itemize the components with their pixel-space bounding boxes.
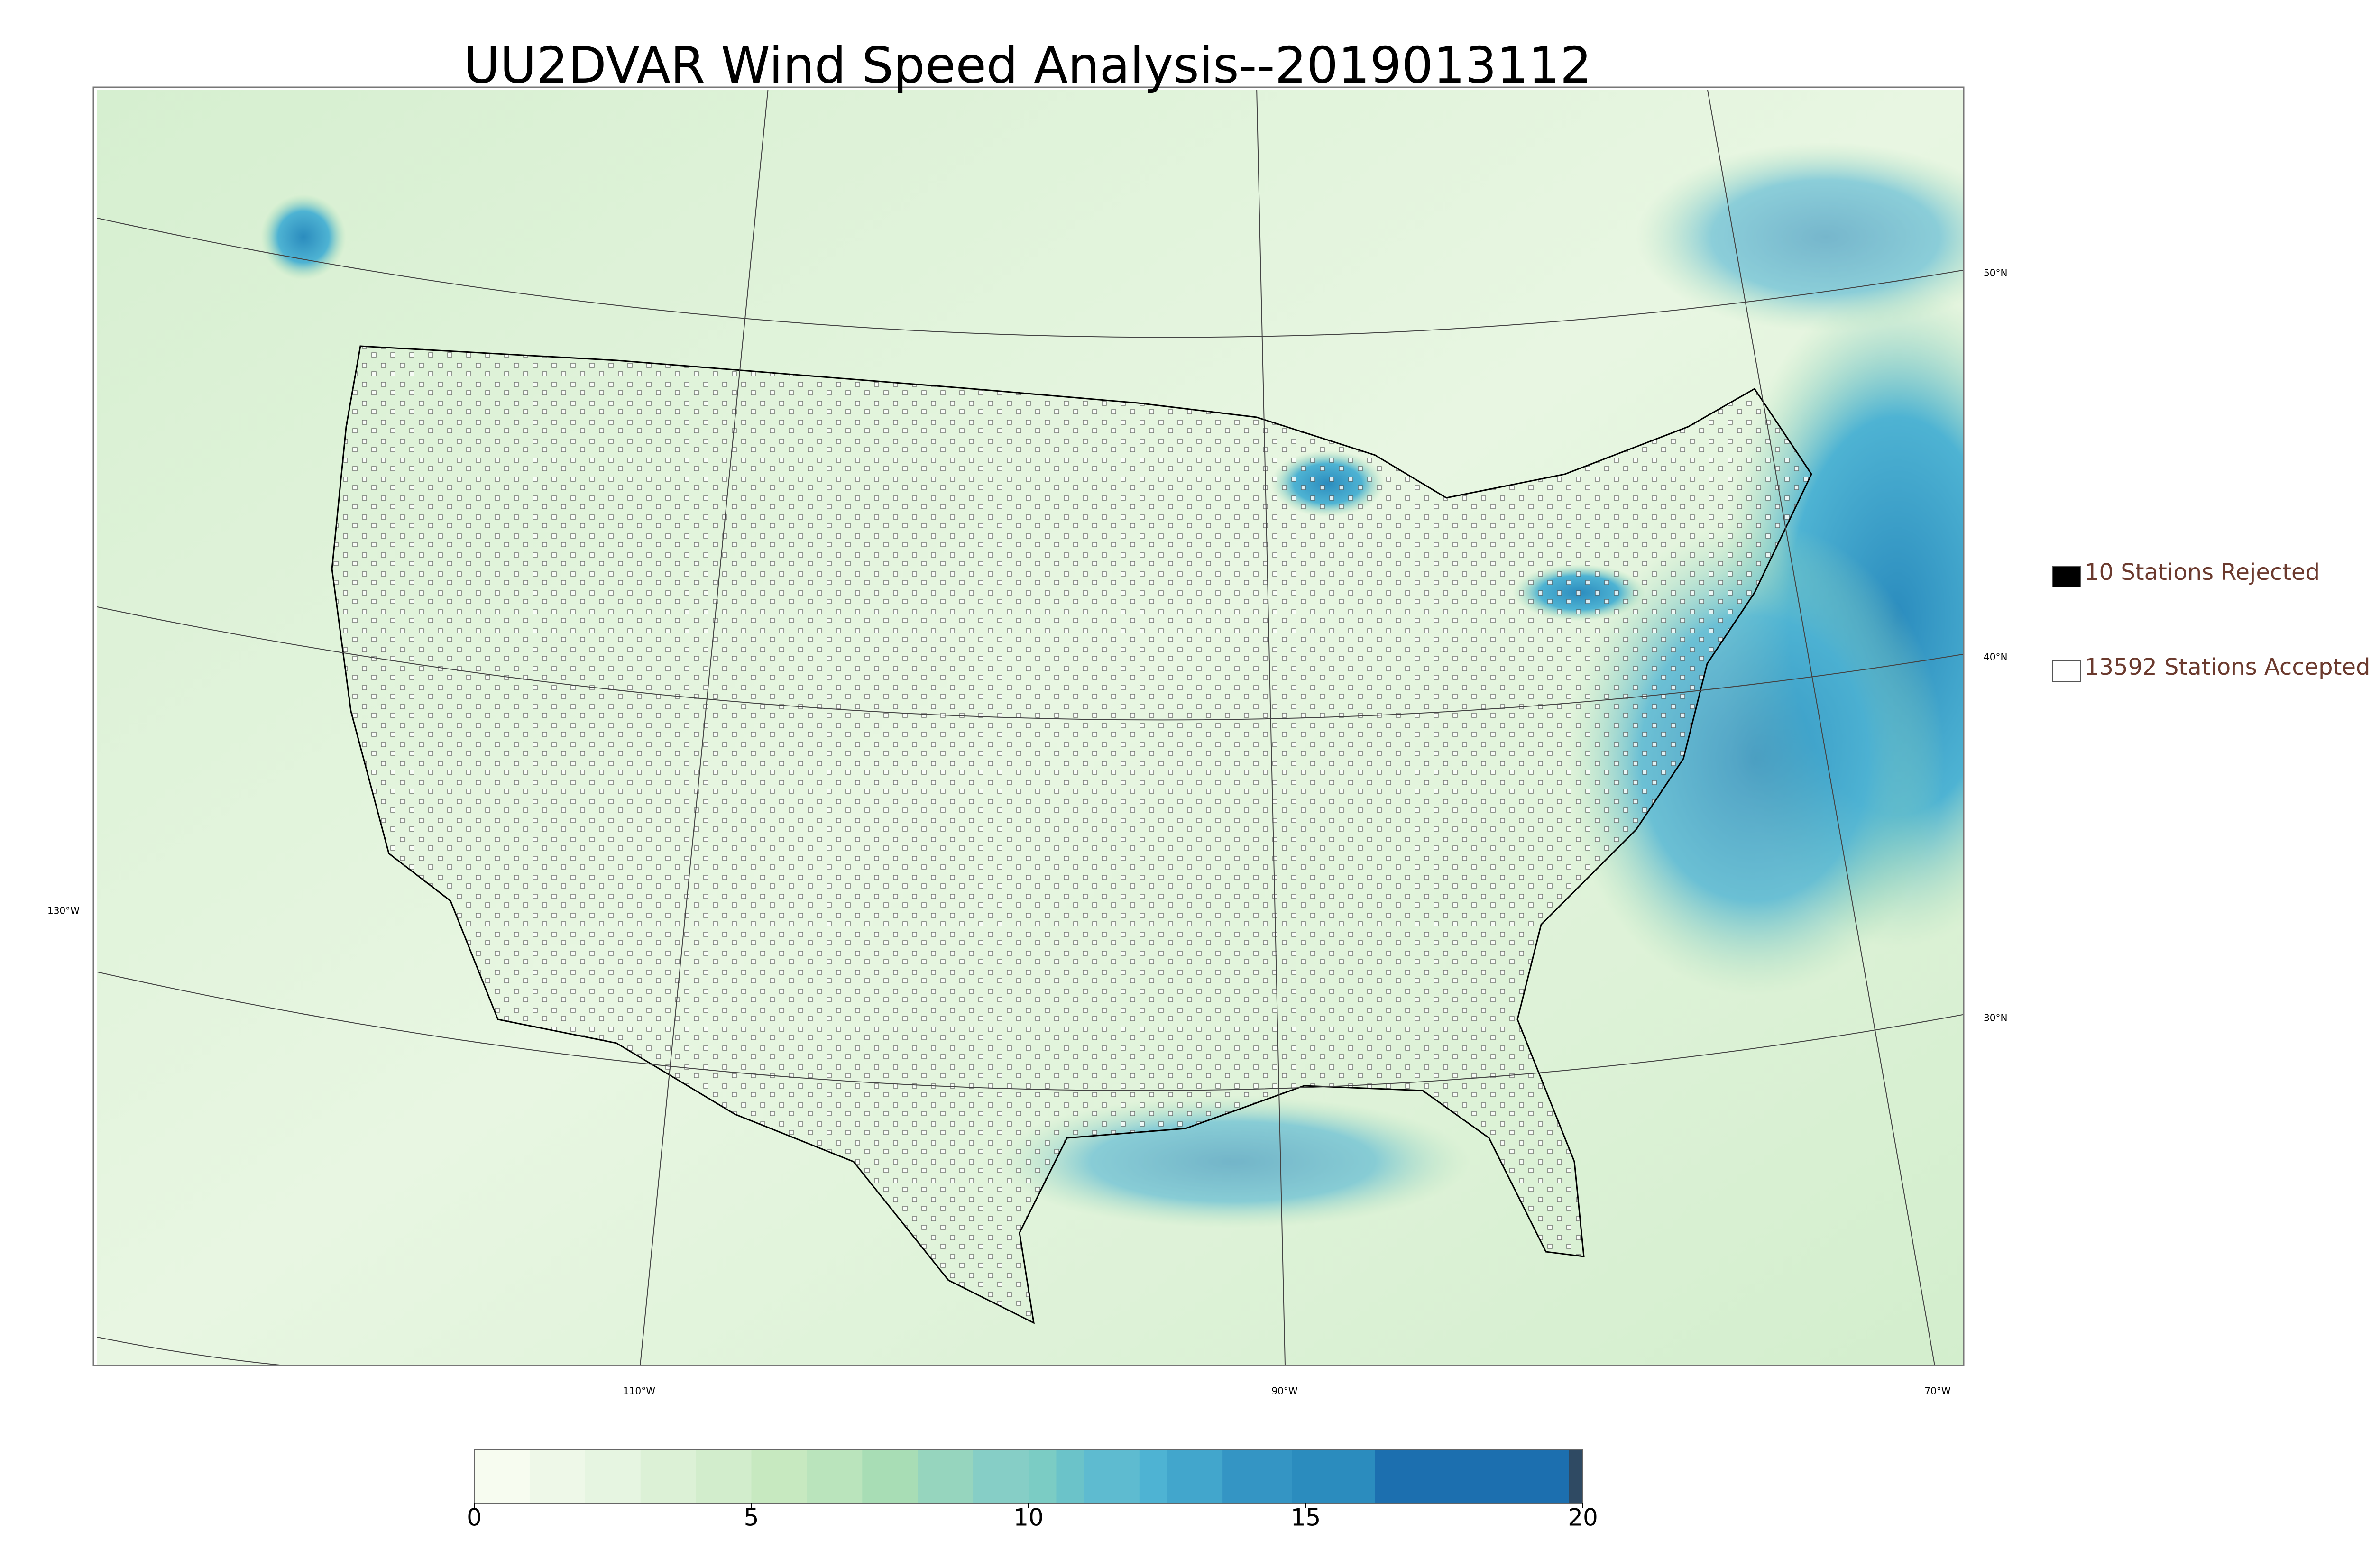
lon-label: 70°W [1924, 1385, 1950, 1397]
colorbar-tick-label: 5 [744, 1504, 759, 1531]
colorbar-bin [973, 1449, 1029, 1503]
colorbar: 0 5 10 15 20 [467, 1449, 1598, 1531]
colorbar-bin [529, 1449, 586, 1503]
legend-swatch [2052, 660, 2081, 682]
colorbar-tick-label: 15 [1291, 1504, 1321, 1531]
colorbar-bin [696, 1449, 752, 1503]
colorbar-bin [1569, 1449, 1583, 1503]
colorbar-bin [1167, 1449, 1223, 1503]
pacific-wind [261, 194, 346, 280]
map [97, 90, 1963, 1365]
colorbar-bin [1084, 1449, 1140, 1503]
colorbar-bin [640, 1449, 697, 1503]
conus-stations [331, 345, 1812, 1324]
graticule [97, 90, 1963, 1365]
colorbar-bin [1029, 1449, 1057, 1503]
colorbar-tick-label: 10 [1013, 1504, 1044, 1531]
lon-label: 90°W [1271, 1385, 1297, 1397]
legend: 10 Stations Rejected 13592 Stations Accep… [2052, 559, 2370, 682]
colorbar-bin [751, 1449, 807, 1503]
lon-label: 110°W [623, 1385, 655, 1397]
colorbar-bin [1222, 1449, 1292, 1503]
colorbar-bin [862, 1449, 918, 1503]
colorbar-bin [807, 1449, 863, 1503]
colorbar-tick-label: 0 [467, 1504, 482, 1531]
legend-label: 10 Stations Rejected [2085, 559, 2320, 586]
title: UU2DVAR Wind Speed Analysis--2019013112 [463, 37, 1591, 94]
legend-swatch [2052, 566, 2081, 587]
colorbar-bin [585, 1449, 641, 1503]
colorbar-bin [1375, 1449, 1570, 1503]
colorbar-tick-label: 20 [1568, 1504, 1598, 1531]
lat-label: 40°N [1984, 651, 2007, 663]
canada-wind [1636, 142, 1963, 332]
colorbar-bin [474, 1449, 530, 1503]
colorbar-bin [1292, 1449, 1376, 1503]
colorbar-bin [1139, 1449, 1167, 1503]
legend-label: 13592 Stations Accepted [2085, 654, 2370, 680]
colorbar-bin [1056, 1449, 1084, 1503]
lon-label: 130°W [47, 905, 80, 917]
lat-label: 50°N [1984, 267, 2007, 279]
colorbar-bin [918, 1449, 974, 1503]
lat-label: 30°N [1984, 1012, 2007, 1024]
